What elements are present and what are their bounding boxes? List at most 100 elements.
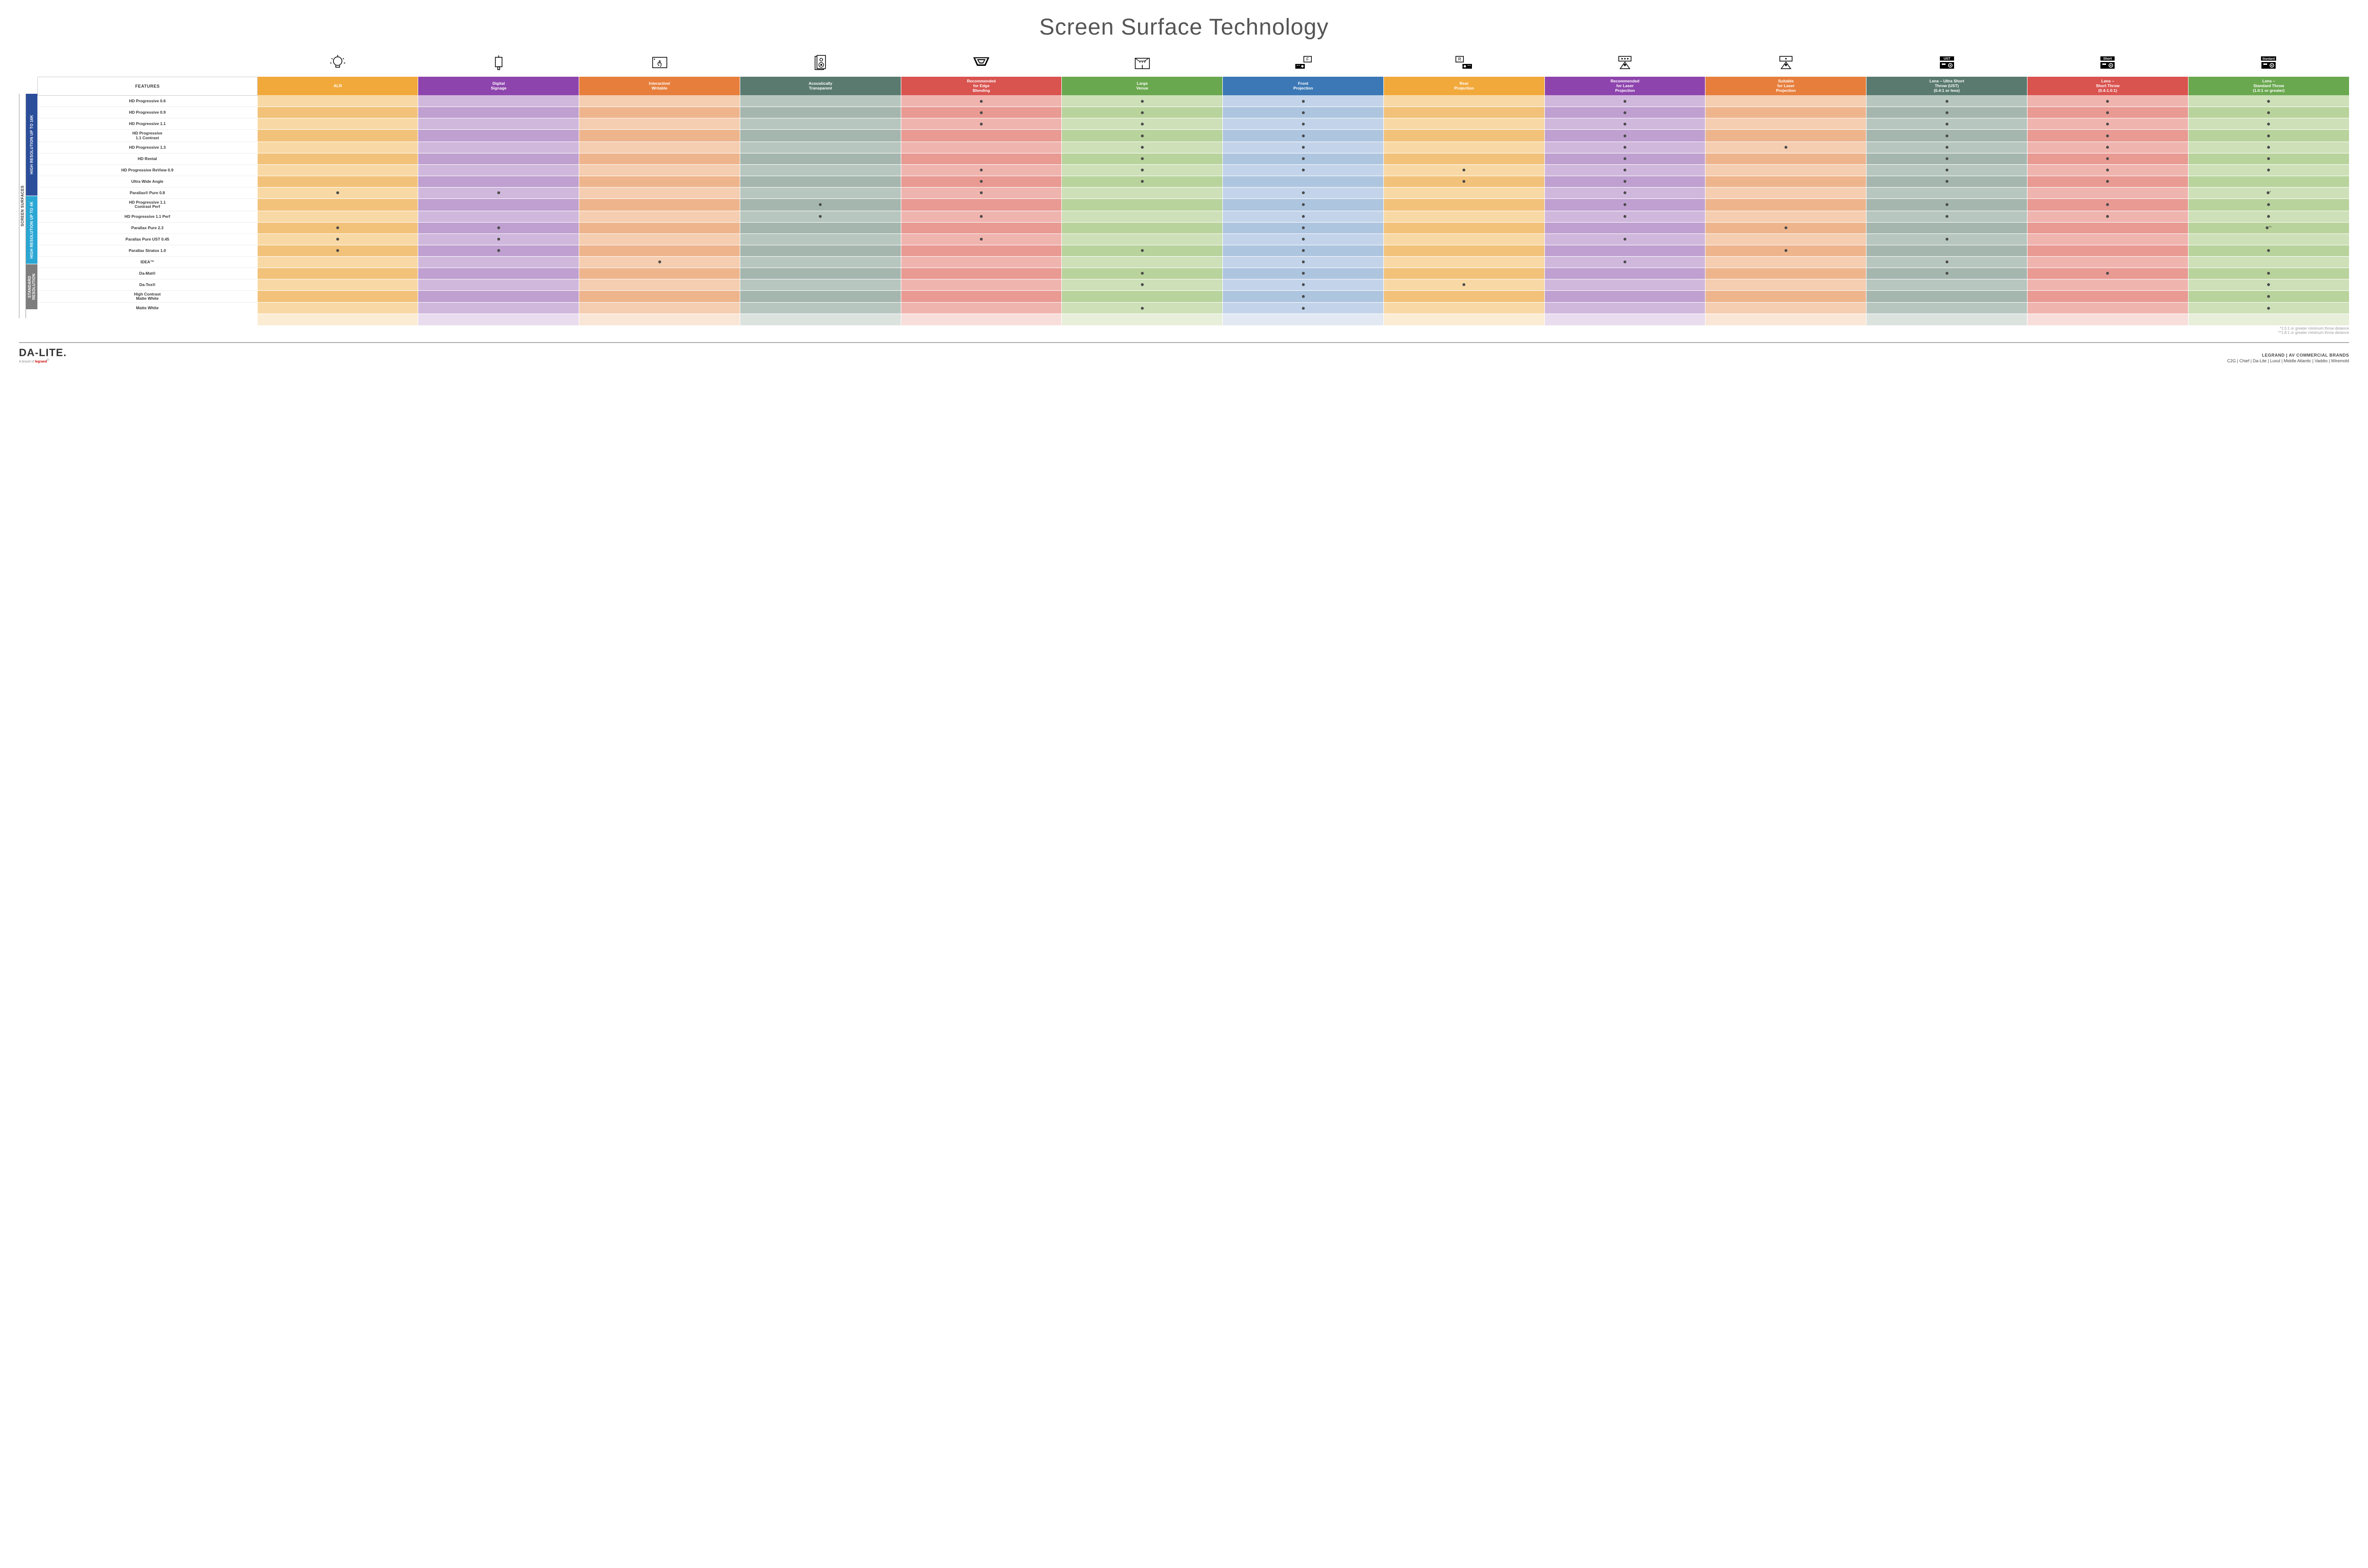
cell-interactive <box>579 256 740 268</box>
cell-rear <box>1383 290 1544 303</box>
alr-icon <box>257 52 418 77</box>
cell-acoustic <box>740 142 901 153</box>
cell-std <box>2188 130 2349 142</box>
cell-alr <box>257 198 418 211</box>
cell-ust <box>1866 279 2027 290</box>
cell-interactive <box>579 268 740 279</box>
cell-acoustic <box>740 211 901 222</box>
table-row: HD Progressive 1.3 <box>38 142 2350 153</box>
cell-large <box>1062 107 1223 118</box>
cell-signage <box>418 290 579 303</box>
cell-std <box>2188 198 2349 211</box>
page-footer: DA-LITE. A brand of legrand® LEGRAND | A… <box>19 342 2349 363</box>
signage-icon <box>418 52 579 77</box>
cell-short <box>2027 233 2188 245</box>
col-header-edge: Recommendedfor EdgeBlending <box>901 77 1062 96</box>
cell-signage <box>418 96 579 107</box>
cell-signage <box>418 256 579 268</box>
cell-acoustic <box>740 118 901 130</box>
cell-short <box>2027 142 2188 153</box>
cell-alr <box>257 268 418 279</box>
row-label: Parallax Pure 2.3 <box>38 222 258 233</box>
cell-large <box>1062 164 1223 176</box>
cell-rear <box>1383 153 1544 164</box>
cell-reclaser <box>1544 211 1705 222</box>
cell-ust <box>1866 96 2027 107</box>
cell-interactive <box>579 198 740 211</box>
cell-edge <box>901 222 1062 233</box>
cell-acoustic <box>740 303 901 314</box>
side-outer-label: SCREEN SURFACES <box>19 94 26 318</box>
cell-interactive <box>579 187 740 198</box>
cell-suitlaser <box>1705 268 1866 279</box>
cell-short <box>2027 303 2188 314</box>
cell-reclaser <box>1544 153 1705 164</box>
cell-ust <box>1866 107 2027 118</box>
cell-reclaser <box>1544 142 1705 153</box>
group-label-g16k: HIGH RESOLUTION UP TO 16K <box>26 94 37 196</box>
cell-ust <box>1866 187 2027 198</box>
table-row: Ultra Wide Angle <box>38 176 2350 187</box>
col-header-reclaser: Recommendedfor LaserProjection <box>1544 77 1705 96</box>
cell-short <box>2027 164 2188 176</box>
table-row: HD Rental <box>38 153 2350 164</box>
cell-suitlaser <box>1705 256 1866 268</box>
cell-suitlaser <box>1705 176 1866 187</box>
cell-rear <box>1383 96 1544 107</box>
row-label: HD Rental <box>38 153 258 164</box>
cell-large <box>1062 118 1223 130</box>
cell-suitlaser <box>1705 222 1866 233</box>
brands-block: LEGRAND | AV COMMERCIAL BRANDS C2G | Chi… <box>2227 353 2349 363</box>
cell-short <box>2027 118 2188 130</box>
table-row: High ContrastMatte White <box>38 290 2350 303</box>
cell-edge <box>901 245 1062 256</box>
cell-rear <box>1383 118 1544 130</box>
cell-reclaser <box>1544 130 1705 142</box>
cell-interactive <box>579 153 740 164</box>
cell-ust <box>1866 233 2027 245</box>
cell-front <box>1223 107 1384 118</box>
suitlaser-icon <box>1705 52 1866 77</box>
table-row: HD Progressive ReView 0.9 <box>38 164 2350 176</box>
front-icon <box>1223 52 1384 77</box>
cell-signage <box>418 118 579 130</box>
cell-short <box>2027 211 2188 222</box>
cell-std <box>2188 142 2349 153</box>
cell-short <box>2027 130 2188 142</box>
cell-front <box>1223 118 1384 130</box>
cell-short <box>2027 245 2188 256</box>
cell-reclaser <box>1544 118 1705 130</box>
group-label-gstd: STANDARDRESOLUTION <box>26 264 37 310</box>
cell-acoustic <box>740 96 901 107</box>
cell-reclaser <box>1544 107 1705 118</box>
cell-alr <box>257 130 418 142</box>
cell-reclaser <box>1544 245 1705 256</box>
cell-short <box>2027 198 2188 211</box>
col-header-acoustic: AcousticallyTransparent <box>740 77 901 96</box>
cell-reclaser <box>1544 256 1705 268</box>
cell-suitlaser <box>1705 233 1866 245</box>
cell-interactive <box>579 245 740 256</box>
cell-interactive <box>579 222 740 233</box>
cell-std <box>2188 303 2349 314</box>
cell-signage <box>418 130 579 142</box>
cell-rear <box>1383 256 1544 268</box>
cell-interactive <box>579 290 740 303</box>
cell-suitlaser <box>1705 198 1866 211</box>
cell-interactive <box>579 96 740 107</box>
cell-suitlaser <box>1705 142 1866 153</box>
table-row: Da-Mat® <box>38 268 2350 279</box>
brands-heading: LEGRAND | AV COMMERCIAL BRANDS <box>2227 353 2349 358</box>
cell-large <box>1062 222 1223 233</box>
cell-std <box>2188 164 2349 176</box>
cell-front <box>1223 303 1384 314</box>
cell-edge <box>901 164 1062 176</box>
cell-edge <box>901 142 1062 153</box>
cell-ust <box>1866 268 2027 279</box>
cell-signage <box>418 107 579 118</box>
cell-short <box>2027 176 2188 187</box>
row-label: Matte White <box>38 303 258 314</box>
col-header-signage: DigitalSignage <box>418 77 579 96</box>
cell-short <box>2027 107 2188 118</box>
cell-ust <box>1866 164 2027 176</box>
